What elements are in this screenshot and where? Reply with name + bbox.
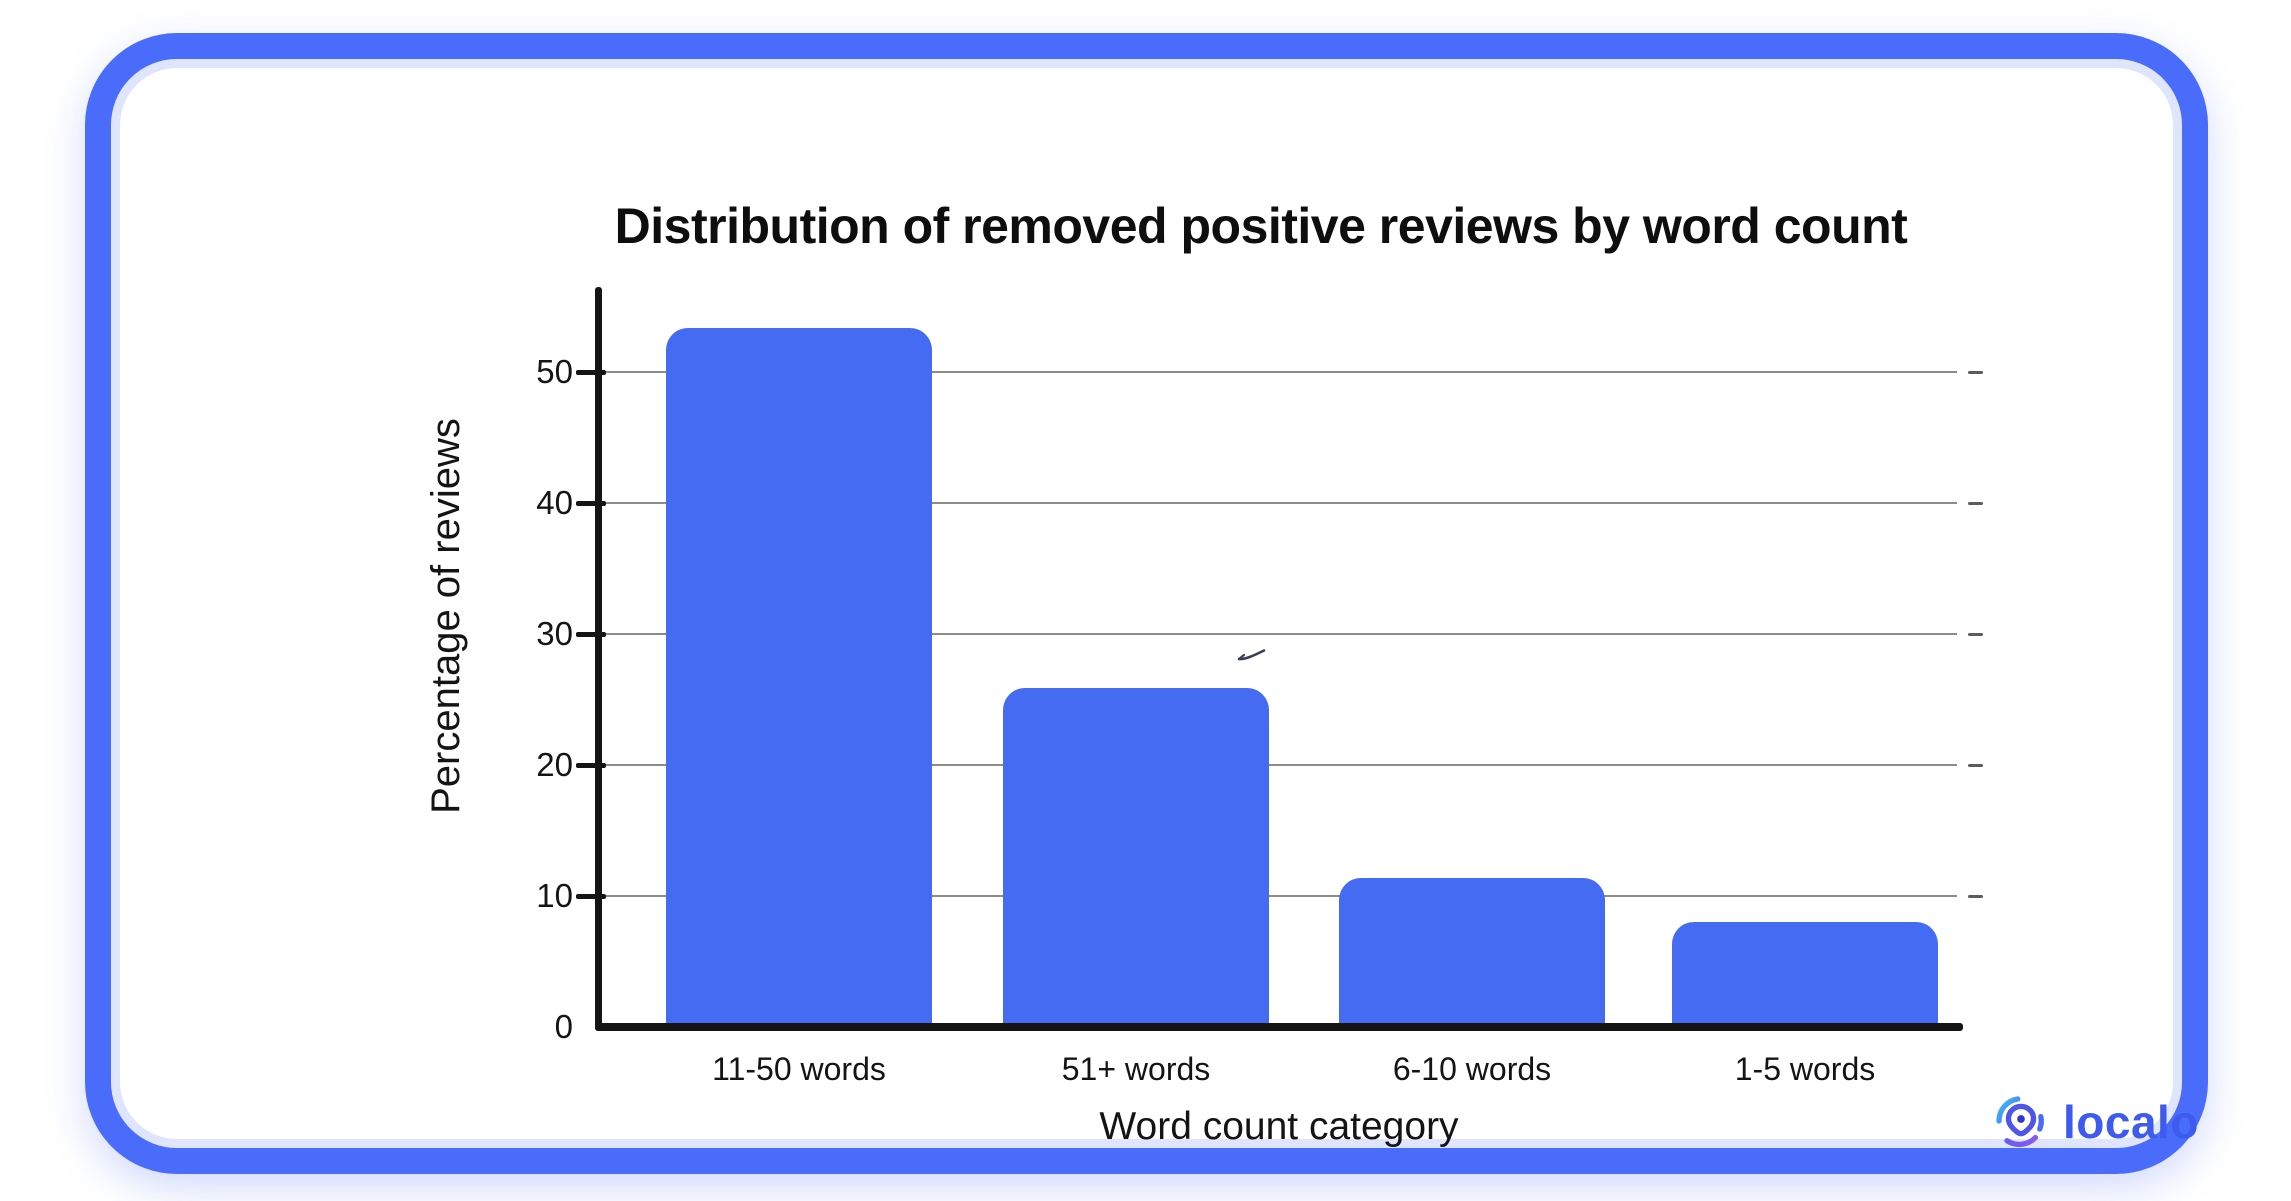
y-tick-20 xyxy=(576,762,606,768)
y-tick-label-50: 50 xyxy=(536,353,573,391)
bar-6-10-words xyxy=(1339,877,1605,1027)
bar-1-5-words xyxy=(1672,922,1938,1027)
y-tick-label-40: 40 xyxy=(536,484,573,522)
gridline-end-dash-30 xyxy=(1968,633,1983,637)
x-tick-label-2: 6-10 words xyxy=(1392,1051,1552,1087)
gridline-30 xyxy=(603,633,1957,636)
y-tick-50 xyxy=(576,369,606,375)
logo-wordmark: localo xyxy=(2063,1096,2199,1148)
gridline-end-dash-10 xyxy=(1968,895,1983,899)
y-axis-label: Percentage of reviews xyxy=(424,418,468,814)
y-tick-label-10: 10 xyxy=(536,877,573,915)
chart-title: Distribution of removed positive reviews… xyxy=(614,198,1908,254)
x-tick-label-3: 1-5 words xyxy=(1734,1051,1876,1087)
chart-card: Distribution of removed positive reviews… xyxy=(85,33,2208,1174)
y-tick-40 xyxy=(576,500,606,506)
y-axis-line xyxy=(595,287,602,1031)
x-tick-label-0: 11-50 words xyxy=(712,1051,886,1087)
x-axis-label: Word count category xyxy=(1099,1105,1459,1148)
y-tick-label-0: 0 xyxy=(554,1008,573,1045)
stray-pen-mark xyxy=(1237,649,1266,661)
y-tick-10 xyxy=(576,893,606,899)
y-tick-label-30: 30 xyxy=(536,615,573,653)
bar-11-50-words xyxy=(666,327,932,1027)
gridline-10 xyxy=(603,895,1957,898)
gridline-20 xyxy=(603,764,1957,767)
localo-pin-swirl-icon xyxy=(1996,1096,2044,1148)
gridline-50 xyxy=(603,371,1957,374)
gridline-end-dash-40 xyxy=(1968,502,1983,506)
x-axis-line xyxy=(595,1023,1963,1031)
localo-logo: localo xyxy=(1993,1091,2199,1153)
y-tick-label-20: 20 xyxy=(536,746,573,784)
x-tick-label-1: 51+ words xyxy=(1061,1051,1211,1087)
bar-51+-words xyxy=(1003,687,1269,1027)
gridline-40 xyxy=(603,502,1957,505)
gridline-end-dash-50 xyxy=(1968,371,1983,375)
y-tick-30 xyxy=(576,631,606,637)
gridline-end-dash-20 xyxy=(1968,764,1983,768)
